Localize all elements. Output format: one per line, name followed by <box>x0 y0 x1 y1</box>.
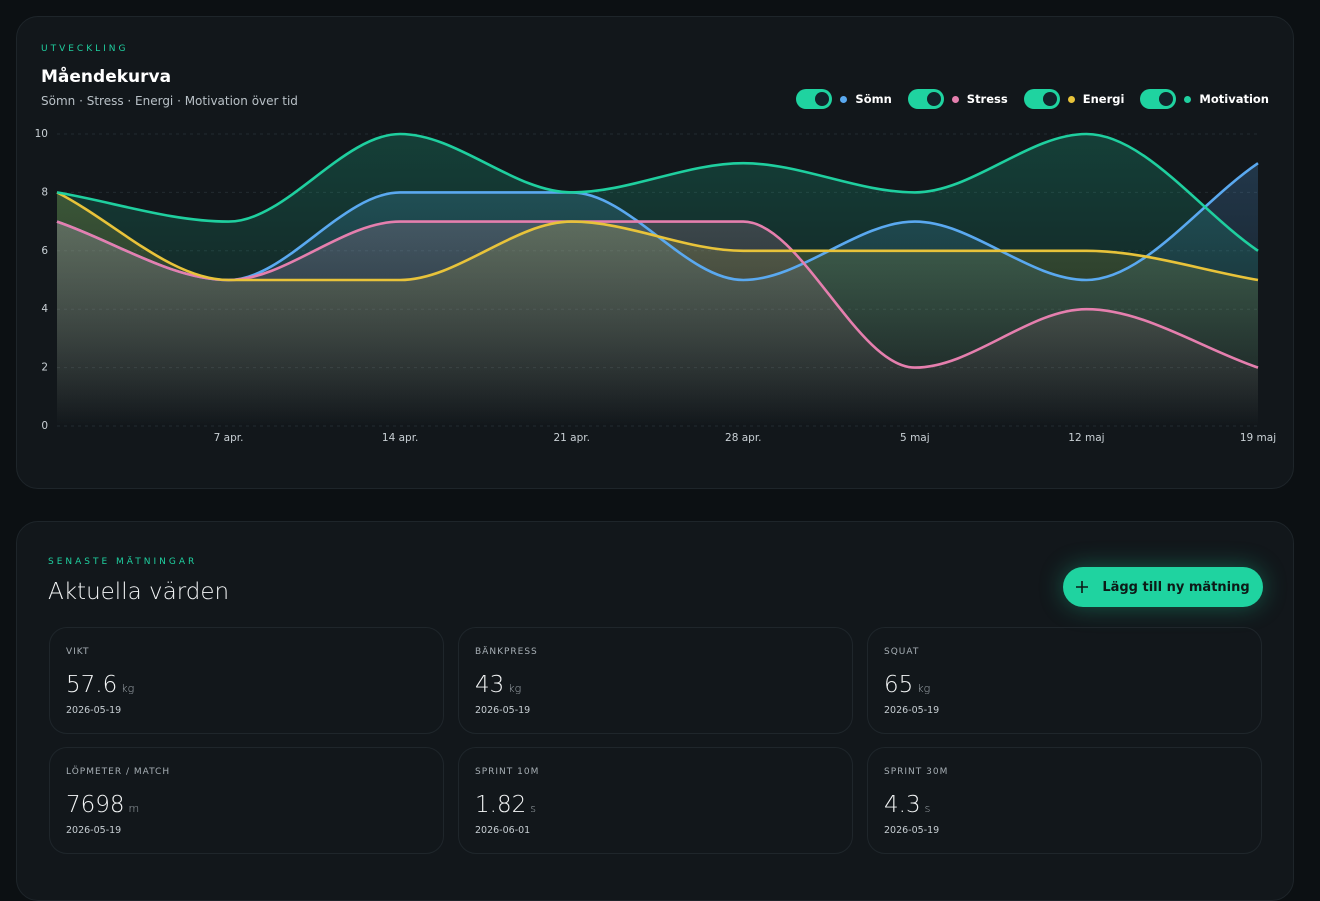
card-value: 43 kg <box>475 672 521 698</box>
toggle[interactable] <box>796 89 833 109</box>
legend-item[interactable]: Stress <box>907 89 1008 109</box>
value: 57.6 <box>66 672 118 698</box>
plus-icon <box>1076 581 1089 593</box>
card-label: SPRINT 10M <box>475 767 540 777</box>
button-label: Lägg till ny mätning <box>1102 579 1250 595</box>
legend-item[interactable]: Energi <box>1023 89 1125 109</box>
card-date: 2026-05-19 <box>884 825 940 836</box>
unit: m <box>128 802 140 815</box>
x-tick-label: 14 apr. <box>382 432 419 444</box>
measurements-panel: SENASTE MÄTNINGAR Aktuella värden Lägg t… <box>16 521 1294 901</box>
legend-label: Motivation <box>1199 92 1269 106</box>
legend-dot <box>840 95 848 103</box>
measurement-card: LÖPMETER / MATCH 7698 m 2026-05-19 <box>49 747 444 854</box>
card-label: SPRINT 30M <box>884 767 949 777</box>
card-date: 2026-06-01 <box>475 825 531 836</box>
measurement-card: SQUAT 65 kg 2026-05-19 <box>867 627 1262 734</box>
eyebrow: UTVECKLING <box>41 44 129 54</box>
card-label: SQUAT <box>884 647 920 657</box>
toggle[interactable] <box>1140 89 1177 109</box>
unit: kg <box>917 682 931 695</box>
legend-dot <box>951 95 959 103</box>
value: 7698 <box>66 792 125 818</box>
legend-label: Energi <box>1082 92 1125 106</box>
legend-label: Stress <box>966 92 1008 106</box>
x-tick-label: 7 apr. <box>214 432 244 444</box>
chart: 0 2 4 6 8 10 7 apr. 14 apr. 21 apr. 28 apr. 5 maj 1… <box>35 128 1277 444</box>
y-tick-label: 10 <box>35 128 48 140</box>
unit: kg <box>121 682 135 695</box>
card-date: 2026-05-19 <box>66 705 122 716</box>
card-value: 1.82 s <box>475 792 536 818</box>
x-tick-label: 19 maj <box>1240 432 1276 444</box>
card-label: VIKT <box>66 647 90 657</box>
chart-title: Måendekurva <box>41 67 172 87</box>
unit: kg <box>508 682 522 695</box>
measurement-card: SPRINT 10M 1.82 s 2026-06-01 <box>458 747 853 854</box>
y-tick-label: 8 <box>41 186 48 198</box>
eyebrow: SENASTE MÄTNINGAR <box>48 557 198 567</box>
measurement-card: VIKT 57.6 kg 2026-05-19 <box>49 627 444 734</box>
legend-item[interactable]: Sömn <box>796 89 892 109</box>
section-title: Aktuella värden <box>48 579 230 605</box>
card-value: 7698 m <box>66 792 139 818</box>
measurement-card: BÄNKPRESS 43 kg 2026-05-19 <box>458 627 853 734</box>
value: 43 <box>475 672 505 698</box>
toggle[interactable] <box>907 89 944 109</box>
card-value: 57.6 kg <box>66 672 134 698</box>
chart-subtitle: Sömn · Stress · Energi · Motivation över… <box>41 94 298 108</box>
line <box>56 132 1259 252</box>
legend-dot <box>1184 95 1192 103</box>
card-date: 2026-05-19 <box>66 825 122 836</box>
legend-item[interactable]: Motivation <box>1140 89 1269 109</box>
unit: s <box>530 802 536 815</box>
legend-dot <box>1067 95 1075 103</box>
x-tick-label: 12 maj <box>1068 432 1104 444</box>
value: 1.82 <box>475 792 527 818</box>
x-tick-label: 5 maj <box>900 432 930 444</box>
card-date: 2026-05-19 <box>884 705 940 716</box>
y-tick-label: 0 <box>41 420 48 432</box>
card-label: BÄNKPRESS <box>475 647 538 657</box>
line <box>56 162 1259 282</box>
y-tick-label: 6 <box>41 245 48 257</box>
add-button[interactable]: Lägg till ny mätning <box>1063 567 1263 607</box>
card-value: 65 kg <box>884 672 930 698</box>
line <box>56 191 1259 282</box>
y-tick-label: 2 <box>41 362 48 374</box>
line <box>56 220 1259 369</box>
page: UTVECKLING Måendekurva Sömn · Stress · E… <box>16 16 1294 901</box>
unit: s <box>924 802 931 815</box>
card-value: 4.3 s <box>884 792 930 818</box>
card-label: LÖPMETER / MATCH <box>66 767 171 777</box>
y-tick-label: 4 <box>41 303 48 315</box>
value: 65 <box>884 672 914 698</box>
card-date: 2026-05-19 <box>475 705 531 716</box>
legend: Sömn Stress Energi Motivation <box>796 89 1269 109</box>
legend-label: Sömn <box>855 92 892 106</box>
toggle[interactable] <box>1023 89 1060 109</box>
measurement-card: SPRINT 30M 4.3 s 2026-05-19 <box>867 747 1262 854</box>
value: 4.3 <box>884 792 921 818</box>
x-tick-label: 21 apr. <box>553 432 590 444</box>
x-tick-label: 28 apr. <box>725 432 762 444</box>
